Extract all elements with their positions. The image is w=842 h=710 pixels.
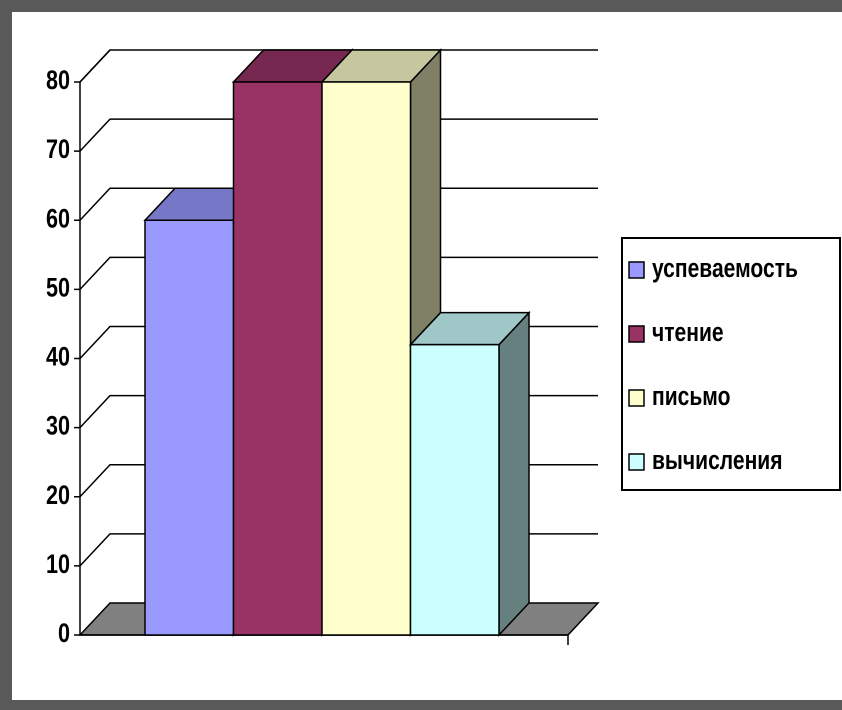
- y-tick-label: 70: [46, 135, 70, 165]
- y-tick-label: 40: [46, 342, 70, 372]
- y-tick-label: 50: [46, 273, 70, 303]
- legend-swatch: [628, 325, 645, 343]
- bar-side: [498, 310, 530, 637]
- legend-swatch: [628, 261, 645, 279]
- bar-front: [232, 81, 323, 636]
- legend-label: чтение: [652, 318, 724, 348]
- bar-front: [321, 81, 412, 636]
- legend-label: письмо: [652, 382, 730, 412]
- legend-swatch: [628, 453, 645, 471]
- legend-swatch: [628, 389, 645, 407]
- y-axis-wall: [79, 49, 111, 83]
- bar-front: [409, 343, 500, 636]
- y-tick-label: 0: [58, 619, 70, 649]
- y-tick-label: 10: [46, 550, 70, 580]
- y-tick-label: 60: [46, 204, 70, 234]
- bar: [408, 310, 531, 637]
- legend-box: [621, 237, 841, 491]
- legend-label: вычисления: [652, 446, 783, 476]
- legend-label: успеваемость: [652, 254, 798, 284]
- bar-front: [144, 219, 235, 636]
- y-tick-label: 20: [46, 481, 70, 511]
- y-tick-label: 30: [46, 412, 70, 442]
- y-tick-label: 80: [46, 66, 70, 96]
